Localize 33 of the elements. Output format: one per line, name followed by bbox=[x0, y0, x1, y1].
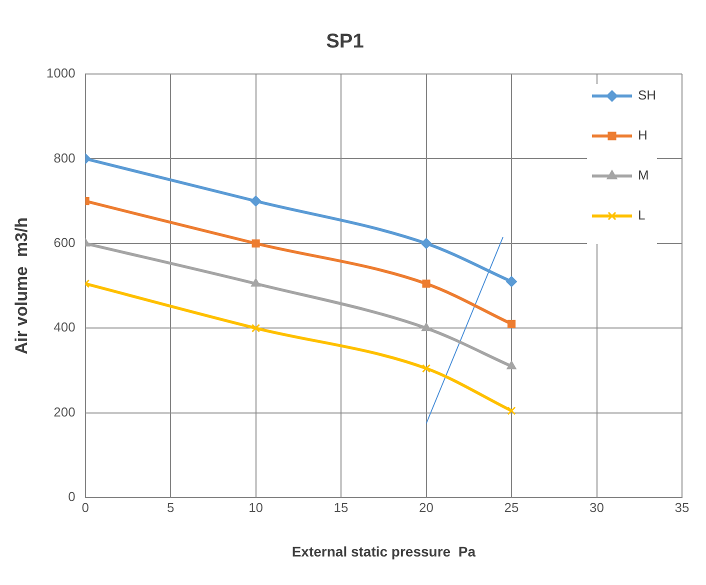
x-tick-label: 0 bbox=[82, 500, 89, 515]
point bbox=[422, 364, 431, 373]
point bbox=[422, 280, 430, 288]
point bbox=[421, 322, 432, 332]
point bbox=[420, 238, 432, 249]
point bbox=[252, 324, 260, 332]
legend-label: M bbox=[638, 168, 649, 183]
point bbox=[250, 278, 261, 287]
point bbox=[506, 276, 518, 288]
point bbox=[250, 196, 262, 207]
x-tick-label: 25 bbox=[504, 500, 519, 515]
point bbox=[506, 360, 516, 370]
x-axis-title: External static pressure Pa bbox=[292, 543, 476, 560]
legend-label: L bbox=[638, 208, 646, 223]
y-tick-label: 800 bbox=[54, 150, 76, 166]
x-tick-label: 5 bbox=[166, 500, 174, 515]
x-tick-label: 35 bbox=[674, 500, 690, 515]
y-axis-title: Air volume m3/h bbox=[12, 217, 31, 354]
y-tick-label: 0 bbox=[68, 489, 76, 504]
legend-label: SH bbox=[638, 88, 656, 103]
y-tick-label: 400 bbox=[54, 320, 76, 335]
x-tick-label: 15 bbox=[334, 500, 348, 515]
y-tick-label: 600 bbox=[54, 235, 76, 250]
y-tick-label: 200 bbox=[54, 404, 76, 420]
legend-label: H bbox=[638, 128, 648, 143]
point bbox=[507, 320, 516, 328]
y-tick-label: 1000 bbox=[46, 66, 76, 81]
chart-title: SP1 bbox=[326, 30, 364, 53]
point bbox=[507, 406, 516, 416]
x-tick-label: 30 bbox=[590, 500, 604, 515]
x-tick-label: 10 bbox=[248, 500, 264, 515]
x-tick-label: 20 bbox=[419, 500, 434, 515]
point bbox=[252, 239, 260, 248]
